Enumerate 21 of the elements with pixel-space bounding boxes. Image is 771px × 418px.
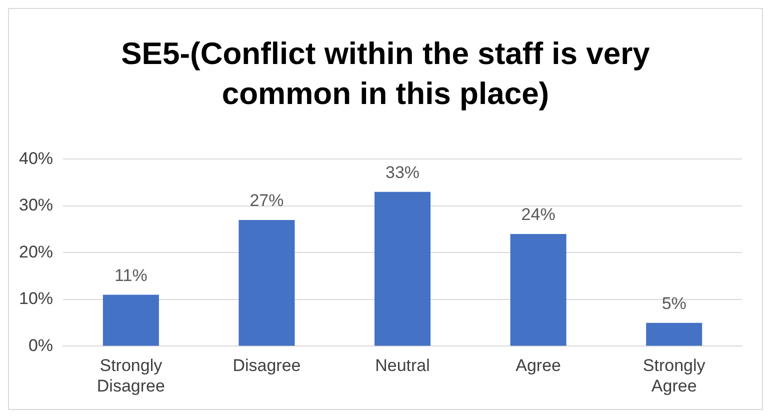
- x-tick-label: Strongly Agree: [642, 356, 706, 396]
- x-tick-label: Agree: [516, 356, 561, 376]
- data-label: 33%: [385, 163, 420, 182]
- data-label: 11%: [114, 266, 148, 285]
- data-label: 24%: [521, 205, 556, 224]
- y-tick-label: 10%: [18, 289, 54, 308]
- bar: [238, 220, 295, 346]
- data-label: 27%: [250, 191, 284, 210]
- y-tick-label: 0%: [28, 336, 54, 355]
- bar: [102, 294, 159, 346]
- x-tick-label: Disagree: [232, 356, 301, 376]
- bar: [374, 192, 431, 346]
- y-tick-label: 20%: [18, 242, 54, 262]
- x-tick-label: Neutral: [375, 356, 430, 376]
- y-tick-label: 30%: [18, 196, 54, 215]
- x-tick-label: Strongly Disagree: [96, 356, 165, 396]
- chart-title: SE5-(Conflict within the staff is very common in this place): [120, 34, 651, 113]
- y-tick-label: 40%: [18, 148, 54, 168]
- data-label: 5%: [662, 294, 686, 314]
- bar: [510, 234, 566, 346]
- bar: [646, 322, 702, 346]
